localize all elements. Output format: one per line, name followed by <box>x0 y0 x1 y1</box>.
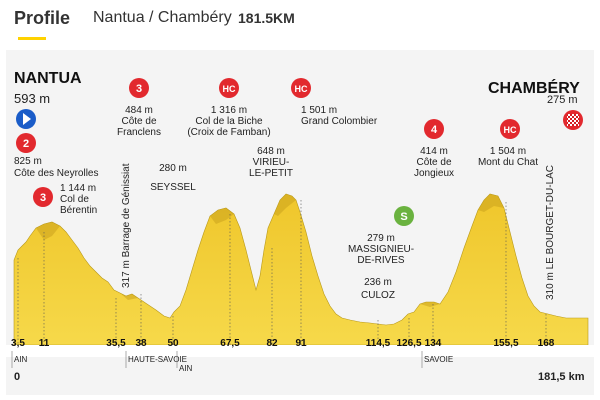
climb-badge-2: 3 <box>33 187 53 207</box>
climb-5-altitude: 1 501 m <box>301 105 337 116</box>
climb-6-name1: Côte de <box>416 157 451 168</box>
climb-2-name1: Col de <box>60 194 89 205</box>
svg-text:HC: HC <box>504 125 517 135</box>
km-mark: 126,5 <box>396 338 421 349</box>
climb-5-name: Grand Colombier <box>301 116 378 127</box>
km-mark: 134 <box>425 338 442 349</box>
point-culoz-altitude: 236 m <box>364 277 392 288</box>
title-underline <box>18 37 46 40</box>
svg-text:HC: HC <box>295 84 308 94</box>
checkered-flag-icon <box>567 114 579 126</box>
climb-1-altitude: 825 m <box>14 156 42 167</box>
climb-3-name2: Franclens <box>117 127 161 138</box>
climb-4-name1: Col de la Biche <box>195 116 263 127</box>
climb-4-altitude: 1 316 m <box>211 105 247 116</box>
km-mark: 50 <box>167 338 179 349</box>
svg-text:4: 4 <box>431 124 438 136</box>
start-city: NANTUA <box>14 70 82 87</box>
point-virieu-name2: LE-PETIT <box>249 168 293 179</box>
point-massignieu-altitude: 279 m <box>367 233 395 244</box>
climb-6-name2: Jongieux <box>414 168 454 179</box>
km-mark: 155,5 <box>493 338 518 349</box>
km-mark: 38 <box>135 338 147 349</box>
finish-altitude: 275 m <box>547 94 578 106</box>
climb-badge-3: 3 <box>129 78 149 98</box>
point-seyssel-name: SEYSSEL <box>150 182 196 193</box>
axis-end: 181,5 km <box>538 371 585 383</box>
climb-2-name2: Bérentin <box>60 205 97 216</box>
point-seyssel-altitude: 280 m <box>159 163 187 174</box>
climb-3-altitude: 484 m <box>125 105 153 116</box>
climb-6-altitude: 414 m <box>420 146 448 157</box>
climb-7-name: Mont du Chat <box>478 157 538 168</box>
point-genissiat: 317 m Barrage de Génissiat <box>121 163 132 288</box>
km-mark: 82 <box>266 338 278 349</box>
climb-1-name: Côte des Neyrolles <box>14 168 98 179</box>
climb-7-altitude: 1 504 m <box>490 146 526 157</box>
km-mark: 3,5 <box>11 338 25 349</box>
point-massignieu-name1: MASSIGNIEU- <box>348 244 414 255</box>
climb-badge-5: HC <box>291 78 311 98</box>
region-label: AIN <box>179 364 193 373</box>
point-massignieu-name2: DE-RIVES <box>357 255 405 266</box>
region-label: SAVOIE <box>424 355 453 364</box>
route-text: Nantua / Chambéry <box>93 9 232 26</box>
climb-badge-4: HC <box>219 78 239 98</box>
axis-start: 0 <box>14 371 20 383</box>
header: Profile Nantua / Chambéry 181.5KM <box>0 0 600 40</box>
svg-text:S: S <box>400 211 407 223</box>
climb-4-name2: (Croix de Famban) <box>187 127 270 138</box>
region-label: HAUTE-SAVOIE <box>128 355 187 364</box>
km-scale-band <box>6 345 594 357</box>
point-virieu-altitude: 648 m <box>257 146 285 157</box>
distance-text: 181.5KM <box>238 10 295 26</box>
page-title: Profile <box>14 8 71 28</box>
start-altitude: 593 m <box>14 91 50 106</box>
climb-badge-6: 4 <box>424 119 444 139</box>
km-marks: 3,5 11 35,5 38 50 67,5 82 91 114,5 126,5 134 155,5 1… <box>11 338 555 349</box>
svg-text:3: 3 <box>40 192 46 204</box>
climb-badge-7: HC <box>500 119 520 139</box>
km-guide-lines <box>17 200 547 345</box>
svg-text:HC: HC <box>223 84 236 94</box>
km-mark: 35,5 <box>106 338 126 349</box>
climb-2-altitude: 1 144 m <box>60 183 96 194</box>
climb-3-name1: Côte de <box>121 116 156 127</box>
svg-text:2: 2 <box>23 138 29 150</box>
km-mark: 114,5 <box>366 338 391 349</box>
km-mark: 91 <box>295 338 307 349</box>
point-bourget: 310 m LE BOURGET-DU-LAC <box>545 165 556 300</box>
point-virieu-name1: VIRIEU- <box>253 157 290 168</box>
km-mark: 67,5 <box>220 338 240 349</box>
km-mark: 168 <box>538 338 555 349</box>
sprint-badge: S <box>394 206 414 226</box>
km-mark: 11 <box>39 338 50 349</box>
climb-badge-1: 2 <box>16 133 36 153</box>
play-icon <box>23 113 31 125</box>
elevation-profile <box>13 193 589 346</box>
svg-text:3: 3 <box>136 83 142 95</box>
point-culoz-name: CULOZ <box>361 290 395 301</box>
finish-city: CHAMBÉRY <box>488 78 580 97</box>
region-label: AIN <box>14 355 28 364</box>
